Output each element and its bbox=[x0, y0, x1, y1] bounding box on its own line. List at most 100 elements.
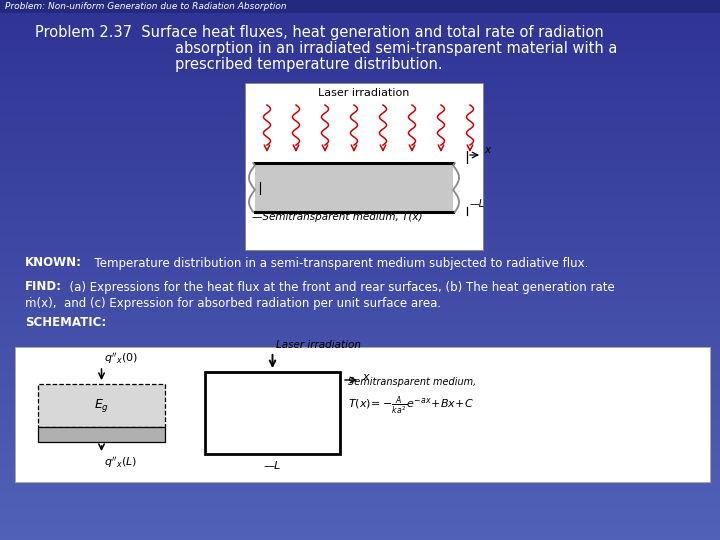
Bar bbox=[0, 62, 720, 65]
Bar bbox=[0, 37, 720, 40]
Bar bbox=[0, 332, 720, 335]
Bar bbox=[0, 48, 720, 51]
Bar bbox=[0, 415, 720, 418]
Bar bbox=[0, 340, 720, 343]
Bar bbox=[0, 372, 720, 375]
Bar bbox=[0, 113, 720, 116]
Text: Problem: Non-uniform Generation due to Radiation Absorption: Problem: Non-uniform Generation due to R… bbox=[5, 2, 287, 11]
Bar bbox=[0, 86, 720, 89]
Bar bbox=[0, 531, 720, 535]
Bar bbox=[0, 259, 720, 262]
Bar bbox=[0, 226, 720, 230]
Bar bbox=[0, 151, 720, 154]
Bar bbox=[0, 334, 720, 338]
Bar bbox=[0, 359, 720, 362]
Bar bbox=[0, 485, 720, 489]
Bar bbox=[0, 396, 720, 400]
Bar bbox=[0, 286, 720, 289]
Bar bbox=[0, 353, 720, 356]
Bar bbox=[0, 294, 720, 297]
Bar bbox=[0, 461, 720, 464]
Bar bbox=[0, 118, 720, 122]
Text: —Semitransparent medium, T(x): —Semitransparent medium, T(x) bbox=[252, 212, 423, 222]
Bar bbox=[0, 472, 720, 475]
Text: $q''_x(L)$: $q''_x(L)$ bbox=[104, 455, 137, 470]
Bar bbox=[0, 97, 720, 100]
Bar bbox=[38, 427, 165, 442]
Bar bbox=[0, 364, 720, 367]
Bar bbox=[0, 232, 720, 235]
Bar bbox=[0, 377, 720, 381]
Bar bbox=[0, 156, 720, 159]
Bar bbox=[0, 523, 720, 526]
Bar bbox=[255, 163, 453, 212]
Bar bbox=[0, 456, 720, 459]
Bar bbox=[0, 251, 720, 254]
Bar bbox=[0, 313, 720, 316]
Bar bbox=[0, 10, 720, 14]
Bar bbox=[0, 329, 720, 332]
Bar bbox=[0, 318, 720, 321]
Bar bbox=[0, 269, 720, 273]
Bar bbox=[0, 407, 720, 410]
Bar bbox=[0, 267, 720, 270]
Bar bbox=[0, 210, 720, 213]
Bar bbox=[0, 126, 720, 130]
Bar bbox=[0, 445, 720, 448]
Bar bbox=[0, 410, 720, 413]
Bar bbox=[0, 134, 720, 138]
Text: prescribed temperature distribution.: prescribed temperature distribution. bbox=[175, 57, 443, 72]
Bar bbox=[0, 2, 720, 5]
Bar bbox=[0, 458, 720, 462]
Bar bbox=[0, 504, 720, 508]
Text: —L: —L bbox=[470, 199, 485, 209]
Bar bbox=[0, 0, 720, 3]
Bar bbox=[0, 464, 720, 467]
Bar bbox=[0, 426, 720, 429]
Bar bbox=[0, 423, 720, 427]
Bar bbox=[0, 191, 720, 194]
Bar bbox=[0, 448, 720, 451]
Bar bbox=[0, 67, 720, 70]
Text: FIND:: FIND: bbox=[25, 280, 62, 294]
Bar bbox=[0, 394, 720, 397]
Bar bbox=[0, 534, 720, 537]
Bar bbox=[0, 89, 720, 92]
Bar bbox=[0, 418, 720, 421]
Bar bbox=[0, 518, 720, 521]
Bar bbox=[0, 480, 720, 483]
Bar bbox=[0, 494, 720, 497]
Text: SCHEMATIC:: SCHEMATIC: bbox=[25, 315, 107, 328]
Bar bbox=[0, 40, 720, 43]
Bar bbox=[0, 32, 720, 35]
Text: (a) Expressions for the heat flux at the front and rear surfaces, (b) The heat g: (a) Expressions for the heat flux at the… bbox=[62, 280, 615, 294]
Bar bbox=[0, 59, 720, 62]
Bar bbox=[0, 512, 720, 516]
Text: Laser irradiation: Laser irradiation bbox=[276, 340, 361, 350]
Text: $E_g$: $E_g$ bbox=[94, 397, 109, 414]
Bar bbox=[0, 83, 720, 86]
Bar bbox=[0, 5, 720, 8]
Bar bbox=[0, 0, 720, 13]
Bar bbox=[0, 107, 720, 111]
Bar bbox=[0, 215, 720, 219]
Bar bbox=[0, 526, 720, 529]
Bar bbox=[0, 207, 720, 211]
Bar bbox=[0, 434, 720, 437]
Text: —L: —L bbox=[264, 461, 282, 471]
Bar bbox=[0, 467, 720, 470]
Bar bbox=[0, 29, 720, 32]
Bar bbox=[0, 35, 720, 38]
Bar bbox=[0, 302, 720, 305]
Bar bbox=[0, 367, 720, 370]
Bar bbox=[0, 94, 720, 97]
Bar bbox=[0, 529, 720, 532]
Bar bbox=[0, 345, 720, 348]
Bar bbox=[0, 496, 720, 500]
Bar bbox=[0, 369, 720, 373]
Text: KNOWN:: KNOWN: bbox=[25, 256, 82, 269]
Bar bbox=[0, 388, 720, 392]
Bar bbox=[0, 116, 720, 119]
Bar bbox=[0, 477, 720, 481]
Bar bbox=[0, 199, 720, 202]
